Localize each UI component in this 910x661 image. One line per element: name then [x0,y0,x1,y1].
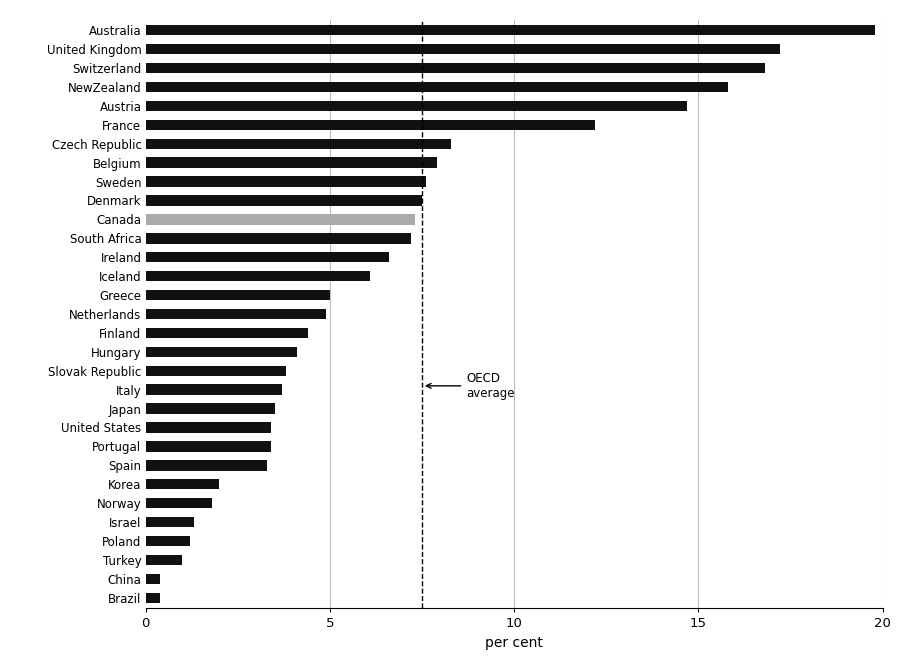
Bar [146,44,780,54]
Bar [146,385,282,395]
Bar [146,233,411,243]
Bar [146,309,326,319]
Bar [146,252,389,262]
Bar [146,403,275,414]
Bar [146,176,426,187]
Text: OECD
average: OECD average [427,372,515,400]
Bar [146,328,308,338]
Bar [146,555,182,565]
Bar [146,346,297,357]
Bar [146,422,271,433]
Bar [146,25,875,36]
Bar [146,592,160,603]
Bar [146,441,271,451]
Bar [146,157,437,168]
X-axis label: per cent: per cent [485,636,543,650]
Bar [146,517,194,527]
Bar [146,574,160,584]
Bar [146,479,219,489]
Bar [146,366,286,376]
Bar [146,536,190,546]
Bar [146,214,415,225]
Bar [146,120,595,130]
Bar [146,82,728,92]
Bar [146,63,764,73]
Bar [146,139,451,149]
Bar [146,100,687,111]
Bar [146,195,422,206]
Bar [146,498,212,508]
Bar [146,290,329,300]
Bar [146,271,370,282]
Bar [146,460,268,471]
